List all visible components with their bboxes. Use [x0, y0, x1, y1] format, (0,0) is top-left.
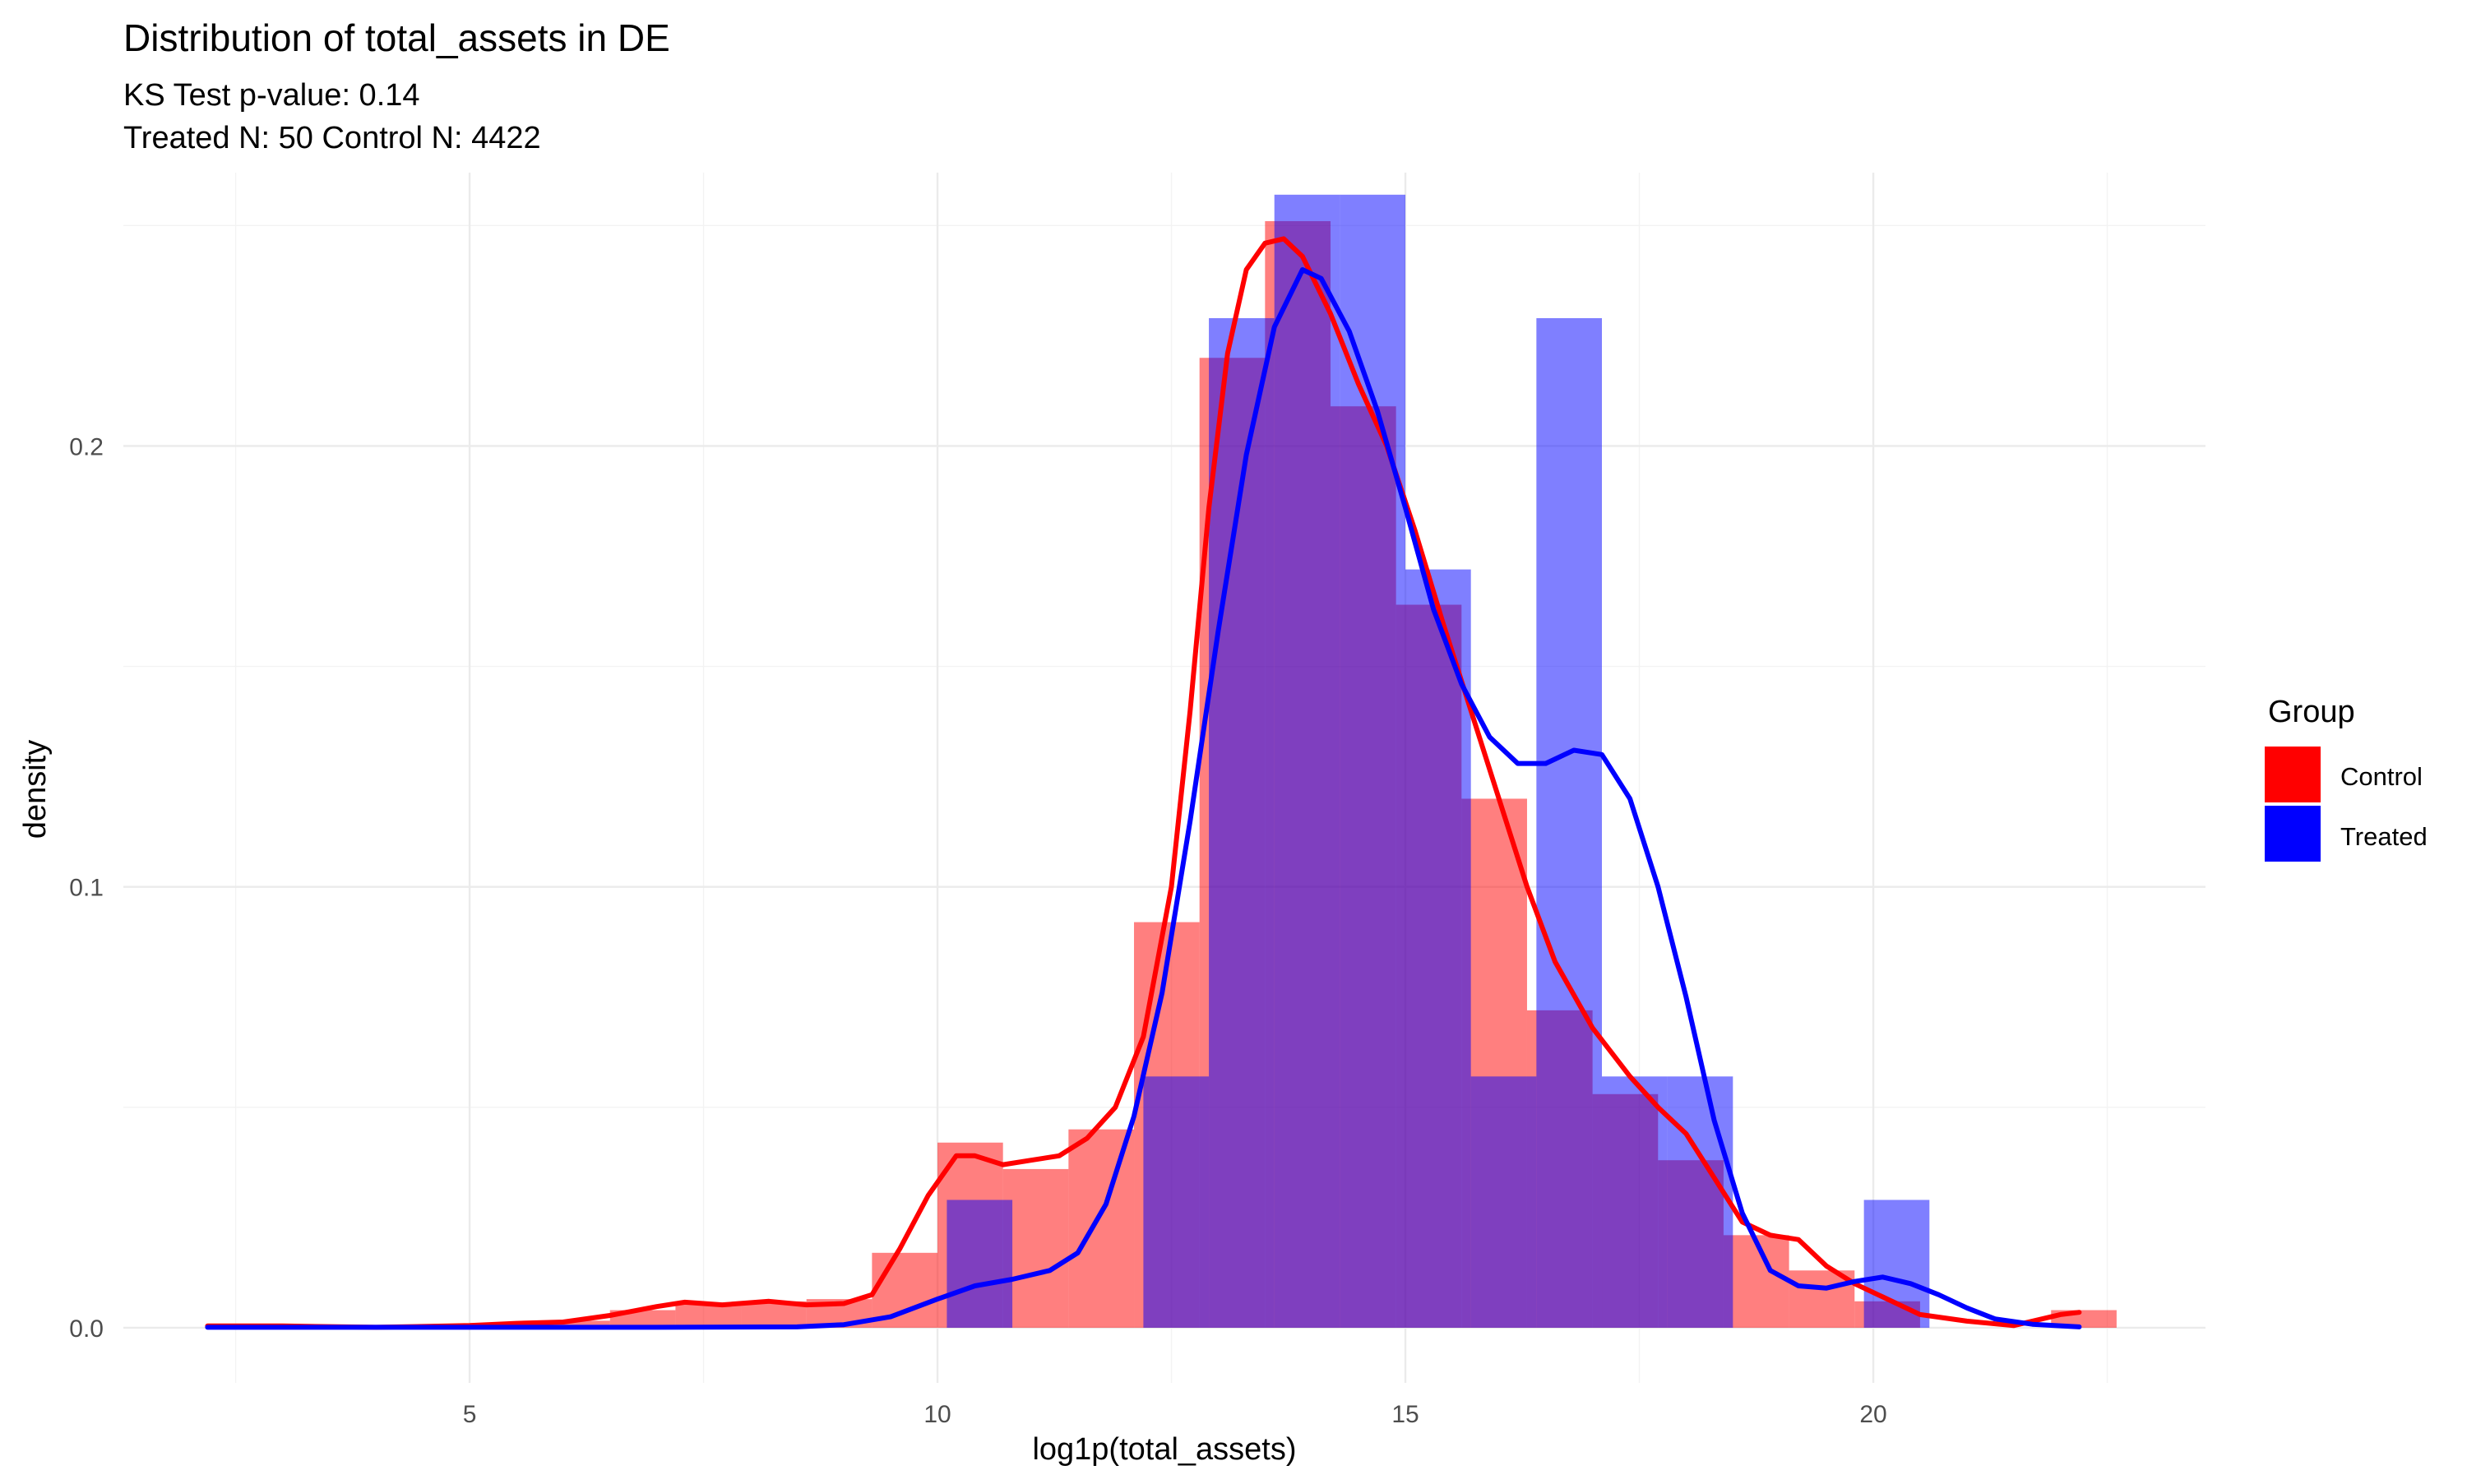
- legend-key-treated: [2265, 806, 2321, 862]
- treated-histogram-bar: [1863, 1200, 1930, 1328]
- treated-histogram-bar: [1602, 1076, 1668, 1328]
- legend-label-control: Control: [2340, 762, 2423, 791]
- control-histogram-bar: [544, 1320, 610, 1328]
- x-axis-title: log1p(total_assets): [1032, 1432, 1296, 1467]
- x-tick-label: 20: [1859, 1401, 1886, 1428]
- legend-key-control: [2265, 747, 2321, 802]
- treated-histogram-bar: [1143, 1076, 1210, 1328]
- y-axis-title: density: [18, 740, 53, 839]
- x-axis-ticks: 5 10 15 20: [463, 1401, 1887, 1428]
- chart-subtitle-counts: Treated N: 50 Control N: 4422: [123, 121, 541, 155]
- density-curves: [205, 236, 2082, 1330]
- x-tick-label: 15: [1391, 1401, 1419, 1428]
- treated-histogram-bar: [1340, 194, 1406, 1328]
- control-histogram-bar: [1789, 1270, 1855, 1328]
- x-tick-label: 5: [463, 1401, 477, 1428]
- control-histogram-bar: [872, 1252, 938, 1328]
- chart-title: Distribution of total_assets in DE: [123, 16, 670, 59]
- treated-histogram-bar: [1470, 1076, 1537, 1328]
- x-tick-label: 10: [923, 1401, 951, 1428]
- control-histogram-bar: [1723, 1235, 1789, 1328]
- y-tick-label: 0.2: [69, 433, 104, 460]
- treated-density-curve: [205, 267, 2082, 1330]
- y-tick-label: 0.1: [69, 875, 104, 902]
- legend-title: Group: [2268, 695, 2355, 729]
- legend: Group Control Treated: [2265, 695, 2428, 862]
- control-histogram-bar: [675, 1304, 742, 1328]
- treated-histogram-bar: [1536, 317, 1603, 1328]
- treated-histogram-bar: [947, 1200, 1013, 1328]
- legend-label-treated: Treated: [2340, 822, 2428, 851]
- control-density-curve: [205, 236, 2082, 1330]
- y-axis-ticks: 0.0 0.1 0.2: [69, 433, 104, 1342]
- treated-histogram-bar: [1274, 194, 1340, 1328]
- control-histogram-bar: [1002, 1168, 1069, 1328]
- y-tick-label: 0.0: [69, 1315, 104, 1343]
- treated-histogram-bar: [1667, 1076, 1733, 1328]
- treated-histogram-bars: [947, 194, 1930, 1328]
- treated-histogram-bar: [1405, 569, 1471, 1328]
- chart-subtitle-ks: KS Test p-value: 0.14: [123, 78, 420, 113]
- control-histogram-bar: [1068, 1129, 1135, 1328]
